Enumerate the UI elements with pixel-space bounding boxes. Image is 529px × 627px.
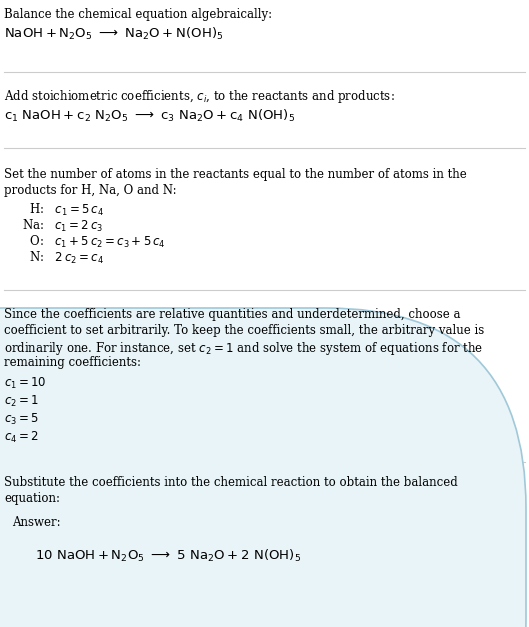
Text: O:   $c_1 + 5\,c_2 = c_3 + 5\,c_4$: O: $c_1 + 5\,c_2 = c_3 + 5\,c_4$ (22, 234, 166, 250)
Text: ordinarily one. For instance, set $c_2 = 1$ and solve the system of equations fo: ordinarily one. For instance, set $c_2 =… (4, 340, 484, 357)
Text: Add stoichiometric coefficients, $c_i$, to the reactants and products:: Add stoichiometric coefficients, $c_i$, … (4, 88, 395, 105)
Text: $\mathrm{10\ NaOH + N_2O_5 \ \longrightarrow \ 5\ Na_2O + 2\ N(OH)_5}$: $\mathrm{10\ NaOH + N_2O_5 \ \longrighta… (35, 548, 301, 564)
Text: H:   $c_1 = 5\,c_4$: H: $c_1 = 5\,c_4$ (22, 202, 104, 218)
Text: Answer:: Answer: (12, 516, 61, 529)
Text: N:   $2\,c_2 = c_4$: N: $2\,c_2 = c_4$ (22, 250, 104, 266)
Text: coefficient to set arbitrarily. To keep the coefficients small, the arbitrary va: coefficient to set arbitrarily. To keep … (4, 324, 484, 337)
Text: $c_4 = 2$: $c_4 = 2$ (4, 430, 39, 445)
Text: Set the number of atoms in the reactants equal to the number of atoms in the: Set the number of atoms in the reactants… (4, 168, 467, 181)
Text: Substitute the coefficients into the chemical reaction to obtain the balanced: Substitute the coefficients into the che… (4, 476, 458, 489)
Text: Since the coefficients are relative quantities and underdetermined, choose a: Since the coefficients are relative quan… (4, 308, 461, 321)
Text: $\mathrm{NaOH + N_2O_5 \ \longrightarrow \ Na_2O + N(OH)_5}$: $\mathrm{NaOH + N_2O_5 \ \longrightarrow… (4, 26, 223, 42)
Text: equation:: equation: (4, 492, 60, 505)
Text: $\mathrm{c_1 \ NaOH + c_2 \ N_2O_5 \ \longrightarrow \ c_3 \ Na_2O + c_4 \ N(OH): $\mathrm{c_1 \ NaOH + c_2 \ N_2O_5 \ \lo… (4, 108, 295, 124)
Text: Na:   $c_1 = 2\,c_3$: Na: $c_1 = 2\,c_3$ (22, 218, 103, 234)
Text: Balance the chemical equation algebraically:: Balance the chemical equation algebraica… (4, 8, 272, 21)
Text: $c_1 = 10$: $c_1 = 10$ (4, 376, 47, 391)
Text: $c_2 = 1$: $c_2 = 1$ (4, 394, 39, 409)
Text: remaining coefficients:: remaining coefficients: (4, 356, 141, 369)
Text: products for H, Na, O and N:: products for H, Na, O and N: (4, 184, 177, 197)
FancyBboxPatch shape (0, 308, 526, 627)
Text: $c_3 = 5$: $c_3 = 5$ (4, 412, 39, 427)
